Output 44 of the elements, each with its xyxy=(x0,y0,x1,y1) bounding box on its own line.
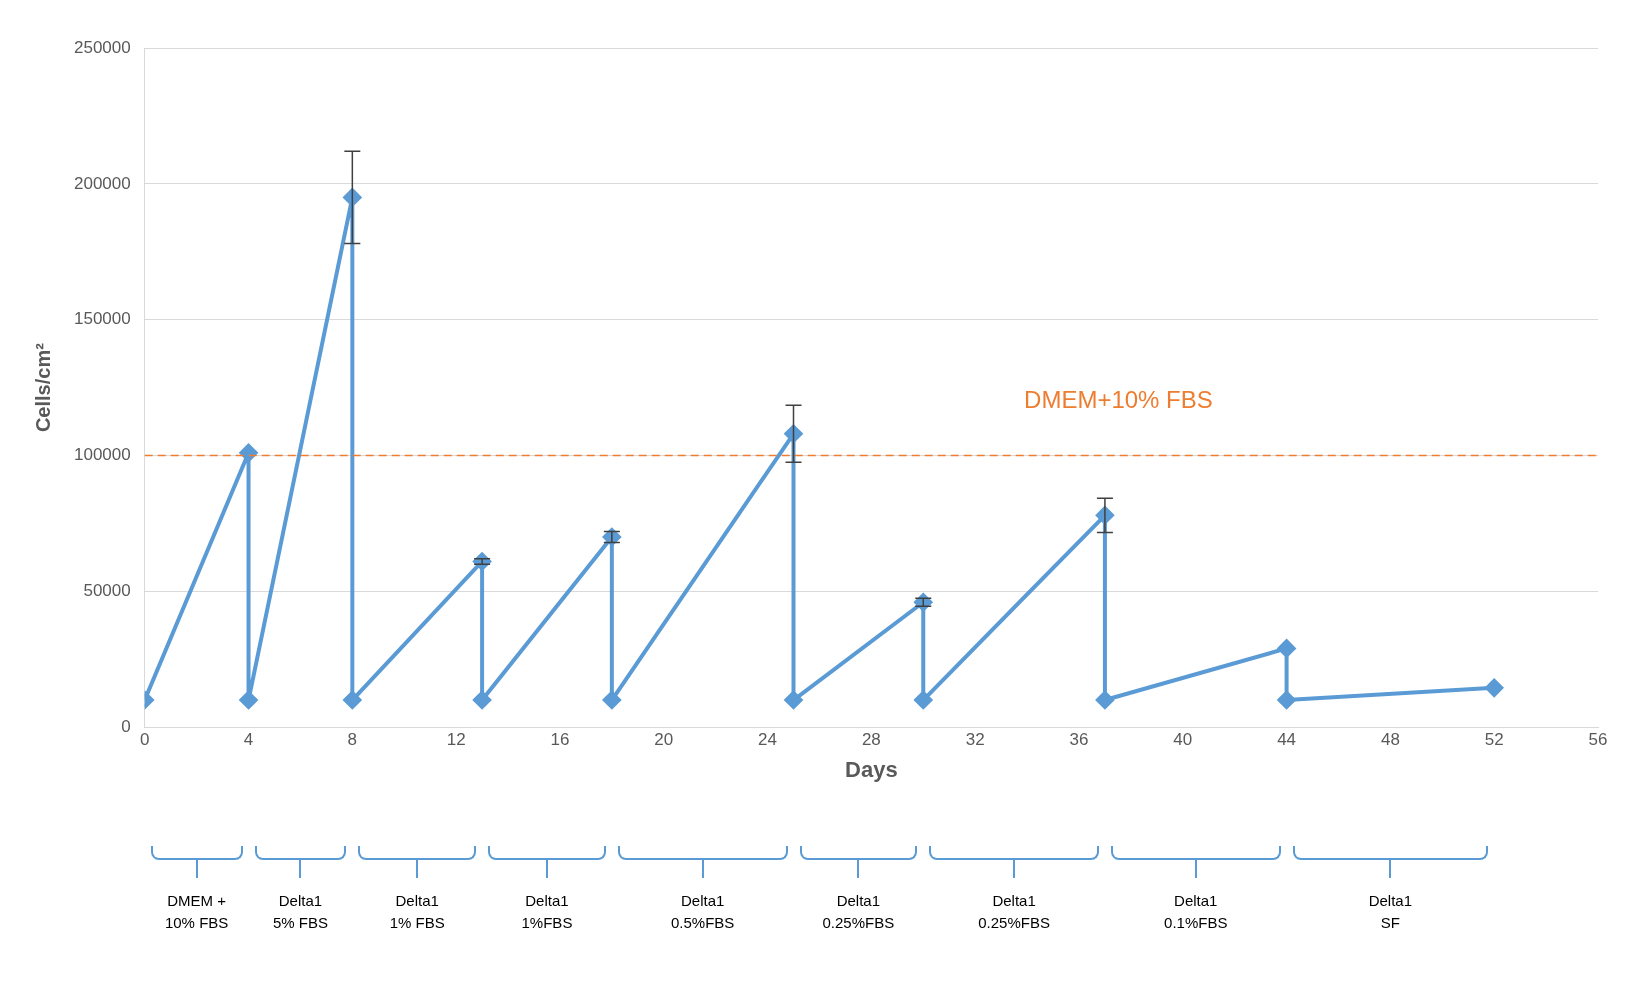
x-tick-label: 24 xyxy=(758,730,778,750)
point xyxy=(784,691,803,710)
text: Delta1 0.1%FBS xyxy=(1163,891,1229,933)
x-tick-label: 20 xyxy=(654,730,674,750)
x-tick-label: 44 xyxy=(1277,730,1297,750)
point xyxy=(1095,691,1114,710)
x-tick-label: 48 xyxy=(1380,730,1400,750)
y-tick-label: 100000 xyxy=(73,445,131,465)
text: Delta1 1% FBS xyxy=(388,891,446,933)
y-tick-label: 250000 xyxy=(73,37,131,57)
y-tick-label: 200000 xyxy=(73,173,131,193)
point xyxy=(602,691,621,710)
x-tick-label: 32 xyxy=(965,730,985,750)
point xyxy=(914,691,933,710)
point xyxy=(239,443,258,462)
ref-line-label: DMEM+10% FBS xyxy=(1024,386,1213,414)
text: Delta1 5% FBS xyxy=(272,892,328,931)
x-tick-label: 56 xyxy=(1588,730,1608,750)
y-tick-label: 150000 xyxy=(73,309,131,329)
text: Delta1 0.5%FBS xyxy=(670,891,736,933)
x-tick-label: 40 xyxy=(1173,730,1193,750)
x-tick-label: 8 xyxy=(347,730,358,750)
x-tick-label: 0 xyxy=(139,730,150,750)
point xyxy=(1277,691,1296,710)
x-tick-label: 16 xyxy=(550,730,570,750)
text: Delta1 0.25%FBS xyxy=(821,891,896,933)
point xyxy=(1485,678,1504,697)
y-axis-title: Cells/cm² xyxy=(31,342,54,433)
x-tick-label: 4 xyxy=(243,730,254,750)
x-tick-label: 52 xyxy=(1484,730,1504,750)
x-axis-title: Days xyxy=(845,756,898,782)
y-tick-label: 50000 xyxy=(83,581,131,601)
text: DMEM + 10% FBS xyxy=(164,892,229,931)
point xyxy=(239,691,258,710)
point xyxy=(343,691,362,710)
y-tick-label: 0 xyxy=(121,716,131,736)
point xyxy=(473,691,492,710)
x-tick-label: 36 xyxy=(1069,730,1089,750)
text: Delta1 SF xyxy=(1367,891,1414,933)
text: Delta1 0.25%FBS xyxy=(977,891,1051,933)
text: Delta1 1%FBS xyxy=(520,891,574,933)
point xyxy=(1277,639,1296,658)
x-tick-label: 28 xyxy=(861,730,881,750)
x-tick-label: 12 xyxy=(446,730,466,750)
